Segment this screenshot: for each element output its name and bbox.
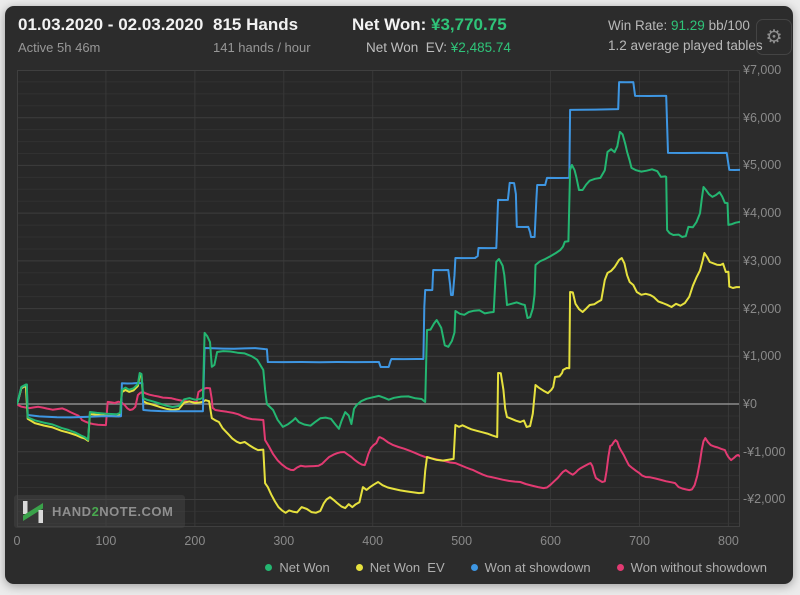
series-line-net-won — [16, 130, 741, 441]
legend-label: Won at showdown — [484, 559, 591, 575]
logo-text-hand: HAND — [52, 504, 92, 519]
legend-item-net-won[interactable]: Net Won — [265, 559, 330, 575]
win-rate-block: Win Rate: 91.29 bb/100 1.2 average playe… — [608, 16, 763, 56]
legend-item-won-without-showdown[interactable]: Won without showdown — [616, 559, 767, 575]
results-graph[interactable] — [16, 69, 741, 527]
series-line-won-at-showdown — [16, 81, 741, 419]
legend-dot-icon — [265, 563, 273, 571]
hand2note-logo-icon — [23, 500, 43, 523]
date-range-block: 01.03.2020 - 02.03.2020 Active 5h 46m — [18, 13, 203, 57]
avg-tables: 1.2 average played tables — [608, 38, 763, 53]
legend-item-won-at-showdown[interactable]: Won at showdown — [470, 559, 591, 575]
legend-dot-icon — [355, 563, 363, 571]
legend-dot-icon — [470, 563, 478, 571]
plot-border — [17, 70, 740, 527]
y-tick-label: -¥2,000 — [743, 492, 786, 507]
gear-icon: ⚙ — [765, 26, 783, 48]
y-tick-label: ¥4,000 — [743, 206, 782, 221]
y-tick-label: ¥3,000 — [743, 253, 782, 268]
y-tick-label: ¥6,000 — [743, 110, 782, 125]
x-tick-label: 600 — [540, 534, 561, 548]
series-line-won-without-showdown — [16, 387, 741, 492]
x-tick-label: 300 — [273, 534, 295, 548]
hands-per-hour: 141 hands / hour — [213, 40, 311, 55]
legend-label: Won without showdown — [630, 559, 767, 575]
session-results-card: 01.03.2020 - 02.03.2020 Active 5h 46m 81… — [5, 6, 793, 584]
y-tick-label: ¥5,000 — [743, 158, 782, 173]
x-tick-label: 200 — [184, 534, 206, 548]
y-tick-label: ¥2,000 — [743, 301, 782, 316]
legend-item-net-won-ev[interactable]: Net Won EV — [355, 559, 445, 575]
net-won-ev-line: Net Won EV: ¥2,485.74 — [366, 39, 511, 57]
chart-canvas — [16, 69, 741, 527]
x-tick-label: 100 — [95, 534, 117, 548]
net-won-value: ¥3,770.75 — [431, 15, 507, 34]
y-tick-label: ¥0 — [743, 397, 757, 412]
legend-label: Net Won EV — [369, 559, 445, 575]
settings-button[interactable]: ⚙ — [756, 19, 792, 55]
net-won-ev-label: Net Won EV: — [366, 40, 451, 55]
net-won-block: Net Won: ¥3,770.75 Net Won EV: ¥2,485.74 — [352, 13, 511, 57]
x-tick-label: 800 — [718, 534, 739, 548]
chart-legend: Net Won Net Won EV Won at showdown Won with… — [5, 557, 767, 577]
hand2note-logo-text: HAND2NOTE.COM — [52, 504, 173, 519]
y-tick-label: ¥7,000 — [743, 63, 782, 77]
x-tick-label: 500 — [451, 534, 473, 548]
net-won-line: Net Won: ¥3,770.75 — [352, 13, 511, 37]
legend-label: Net Won — [279, 559, 330, 575]
net-won-ev-value: ¥2,485.74 — [450, 40, 511, 55]
active-time: Active 5h 46m — [18, 40, 101, 55]
y-tick-label: ¥1,000 — [743, 349, 782, 364]
legend-dot-icon — [616, 563, 624, 571]
date-range: 01.03.2020 - 02.03.2020 — [18, 15, 204, 34]
win-rate-line: Win Rate: 91.29 bb/100 — [608, 16, 763, 36]
hand2note-logo: HAND2NOTE.COM — [14, 495, 186, 528]
hands-count: 815 Hands — [213, 15, 299, 34]
x-tick-label: 0 — [13, 534, 21, 548]
logo-text-note: NOTE.COM — [99, 504, 174, 519]
net-won-label: Net Won: — [352, 15, 432, 34]
series-line-net-won-ev — [16, 252, 741, 514]
win-rate-label: Win Rate: — [608, 18, 672, 33]
x-tick-label: 400 — [362, 534, 384, 548]
hands-block: 815 Hands 141 hands / hour — [213, 13, 311, 57]
x-tick-label: 700 — [629, 534, 650, 548]
logo-text-2: 2 — [91, 504, 100, 519]
win-rate-value: 91.29 — [671, 18, 705, 33]
win-rate-unit: bb/100 — [704, 18, 750, 33]
y-tick-label: -¥1,000 — [743, 444, 786, 459]
